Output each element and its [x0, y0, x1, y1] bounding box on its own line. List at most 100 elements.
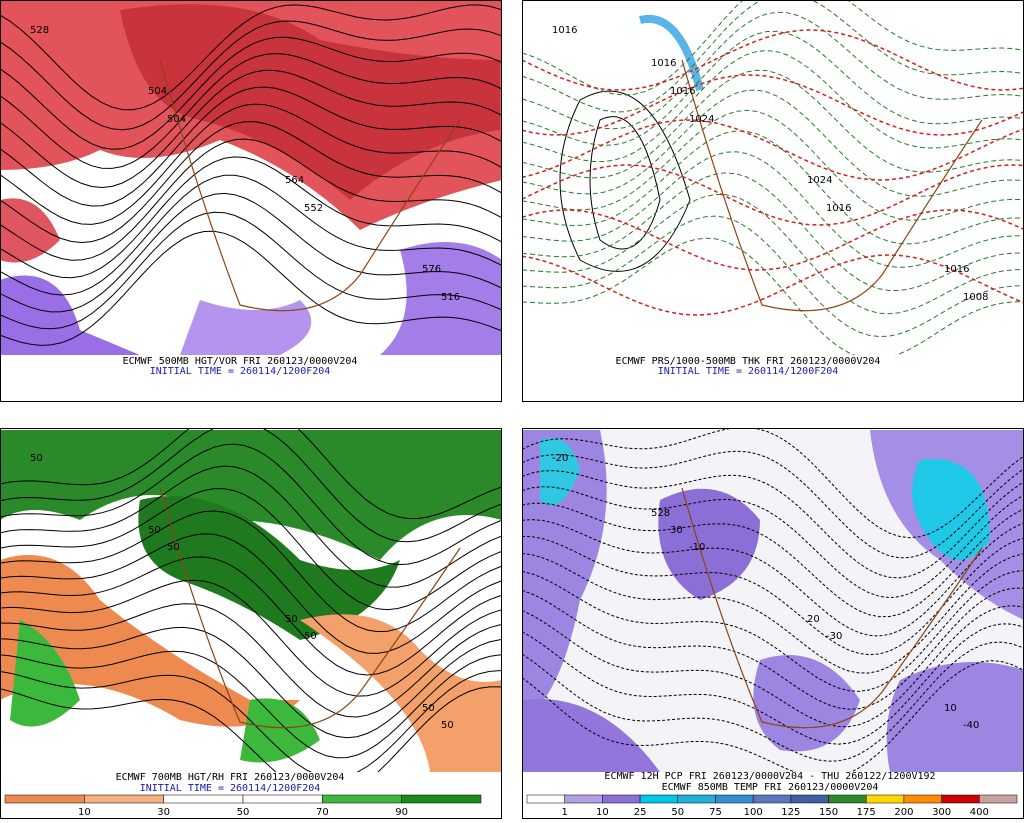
colorbar-label: 1: [562, 807, 568, 818]
colorbar-label: 50: [237, 807, 250, 818]
contour-label: 528: [30, 25, 49, 36]
colorbar-swatch: [639, 794, 679, 804]
contour-line: [1, 533, 501, 654]
contour-line: [1, 556, 501, 676]
contour-line: [1, 69, 501, 189]
contour-line: [1, 443, 501, 566]
contour-label: 504: [148, 86, 167, 97]
contour-label: 50: [304, 631, 317, 642]
contour-label: 1016: [670, 86, 695, 97]
contour-line: [523, 553, 1023, 674]
panel-frame: [522, 0, 1024, 402]
contour-line: [1, 103, 501, 225]
colorbar-swatch: [526, 794, 565, 804]
contour-label: 10: [944, 703, 957, 714]
contour-line: [1, 510, 501, 633]
thickness-line: [523, 164, 1023, 226]
contour-line: [523, 535, 1023, 656]
contour-line: [523, 1, 1023, 96]
coastline: [159, 487, 461, 729]
contour-label: 1024: [807, 175, 832, 186]
colorbar-label: 300: [932, 807, 951, 818]
contour-line: [523, 429, 1023, 539]
contour-label: -40: [963, 720, 979, 731]
colorbar-label: 30: [157, 807, 170, 818]
contour-label: 528: [651, 508, 670, 519]
contour-line: [523, 130, 1023, 245]
contour-label: 1016: [552, 25, 577, 36]
colorbar-label: 400: [970, 807, 989, 818]
colorbar-swatch: [163, 794, 244, 804]
colorbar-label: 90: [395, 807, 408, 818]
colorbar-swatch: [401, 794, 482, 804]
contour-label: 516: [441, 292, 460, 303]
contour-set: [1, 429, 501, 772]
map-700mb: [1, 430, 501, 772]
map-pressure-thickness: [559, 14, 704, 272]
thickness-line: [523, 29, 1023, 91]
contour-label: 50: [422, 703, 435, 714]
contour-line: [1, 156, 501, 279]
colorbar-swatch: [752, 794, 792, 804]
contour-label: 50: [30, 453, 43, 464]
colorbar-swatch: [677, 794, 716, 804]
colorbar-label: 10: [596, 807, 609, 818]
contour-label: 1024: [689, 114, 714, 125]
thickness-line: [523, 119, 1023, 181]
contour-line: [1, 579, 501, 697]
contour-line: [523, 470, 1023, 579]
colorbar-swatch: [4, 794, 85, 804]
contour-label: 1016: [651, 58, 676, 69]
colorbar-label: 25: [634, 807, 647, 818]
thickness-line: [523, 74, 1023, 136]
contour-line: [1, 230, 501, 346]
contour-line: [1, 138, 501, 261]
colorbar-label: 175: [857, 807, 876, 818]
caption: ECMWF PRS/1000-500MB THK FRI 260123/0000…: [616, 356, 881, 367]
contour-line: [1, 686, 501, 772]
colorbar-label: 70: [316, 807, 329, 818]
contour-label: 50: [441, 720, 454, 731]
contour-label: 504: [167, 114, 186, 125]
contour-line: [1, 53, 501, 169]
contour-line: [523, 660, 1023, 772]
contour-line: [1, 429, 501, 543]
caption: INITIAL TIME = 260114/1200F204: [140, 783, 321, 794]
colorbar-swatch: [602, 794, 641, 804]
contour-line: [523, 89, 1023, 197]
colorbar-label: 50: [671, 807, 684, 818]
contour-line: [523, 109, 1023, 221]
colorbar-swatch: [979, 794, 1018, 804]
contour-line: [1, 211, 501, 330]
contour-label: 50: [148, 525, 161, 536]
thickness-line: [523, 254, 1023, 316]
coastline: [681, 59, 983, 312]
contour-set: [1, 4, 501, 346]
contour-line: [523, 450, 1023, 559]
contour-line: [1, 20, 501, 131]
contour-line: [523, 11, 1023, 130]
contour-line: [523, 151, 1023, 268]
colorbar-swatch: [941, 794, 980, 804]
thickness-line: [523, 209, 1023, 271]
colorbar-label: 10: [78, 807, 91, 818]
contour-line: [523, 570, 1023, 692]
contour-line: [1, 650, 501, 759]
contour-label: 576: [422, 264, 441, 275]
contour-line: [1, 465, 501, 588]
contour-line: [1, 429, 501, 519]
contour-line: [523, 519, 1023, 637]
contour-label: 30: [670, 525, 683, 536]
contour-label: 50: [285, 614, 298, 625]
coastline: [159, 59, 461, 312]
colorbar-label: 200: [894, 807, 913, 818]
map-precip-850mb: [523, 430, 1023, 772]
contour-line: [523, 49, 1023, 163]
contour-line: [523, 486, 1023, 599]
contour-set: [523, 429, 1023, 772]
colorbar-swatch: [790, 794, 829, 804]
contour-line: [523, 69, 1023, 179]
contour-line: [1, 86, 501, 207]
contour-line: [523, 1, 1023, 113]
